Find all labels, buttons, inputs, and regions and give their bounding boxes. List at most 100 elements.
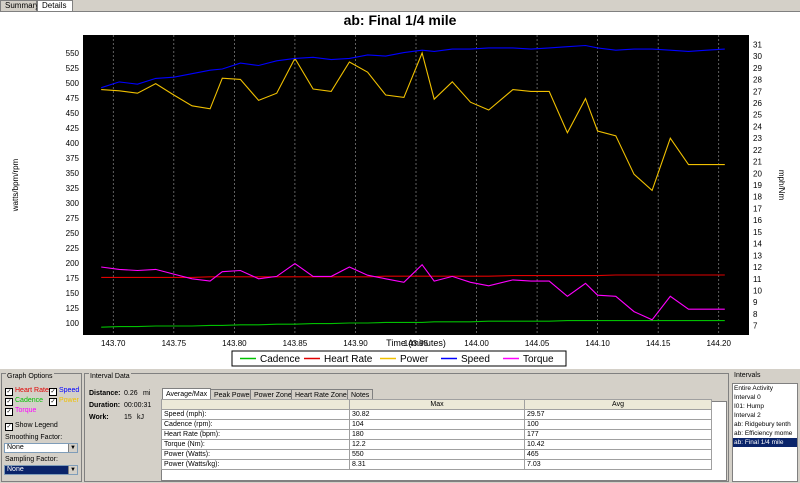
list-item[interactable]: ab: Efficiency mome [734,430,793,437]
bottom-panel: Graph Options ✓ Heart Rate ✓ Speed ✓ Cadenc… [0,369,800,483]
series-line-torque [101,262,725,321]
y-tick-label: 250 [66,229,80,238]
row-max: 30.82 [349,409,525,420]
checkbox-speed[interactable]: ✓ Speed [49,387,80,396]
y-tick-label: 125 [66,304,80,313]
work-value: 15 [124,414,132,421]
y-tick-label: 525 [66,64,80,73]
legend: Cadence Heart Rate Power Speed Torque [240,354,554,365]
legend-box [231,350,567,367]
x-tick-label: 144.10 [585,339,610,348]
chevron-down-icon: ▼ [68,444,77,452]
distance-value: 0.26 [124,390,138,397]
y2-tick-label: 12 [753,263,762,272]
work-label: Work: [89,414,109,421]
y-tick-label: 175 [66,274,80,283]
y2-tick-label: 25 [753,111,762,120]
row-label: Heart Rate (bpm): [161,429,350,440]
y-tick-label: 550 [66,49,80,58]
checkbox-cadence[interactable]: ✓ Cadence [5,397,44,406]
list-item[interactable]: Interval 2 [734,412,761,419]
column-header-max[interactable]: Max [349,399,525,410]
check-icon: ✓ [5,408,13,416]
check-icon: ✓ [49,398,57,406]
y-tick-label: 200 [66,259,80,268]
y-axis-label: watts/bpm/rpm [11,158,20,212]
checkbox-power[interactable]: ✓ Power [49,397,79,406]
y-tick-label: 275 [66,214,80,223]
tab-summary[interactable]: Summary [0,0,39,11]
y2-tick-label: 20 [753,169,762,178]
checkbox-torque[interactable]: ✓ Torque [5,407,37,416]
y2-tick-label: 26 [753,99,762,108]
list-item[interactable]: ab: Ridgebury tenth [734,421,791,428]
y2-tick-label: 21 [753,158,762,167]
graph-options-panel: Graph Options ✓ Heart Rate ✓ Speed ✓ Cadenc… [1,373,82,482]
row-avg: 7.03 [524,459,712,470]
x-tick-label: 143.70 [101,339,126,348]
y2-tick-label: 29 [753,64,762,73]
sampling-select[interactable]: None ▼ [4,465,78,475]
intervals-panel: Intervals [731,369,799,483]
list-item[interactable]: I01: Hump [734,403,764,410]
chart-title: ab: Final 1/4 mile [343,12,457,28]
row-max: 550 [349,449,525,460]
y2-tick-label: 27 [753,87,762,96]
y-tick-label: 375 [66,154,80,163]
legend-entry: Speed [461,354,490,365]
row-avg: 100 [524,419,712,430]
table-header-row: Max Avg [161,399,712,410]
y2-tick-label: 30 [753,52,762,61]
y2-tick-label: 16 [753,216,762,225]
check-icon: ✓ [5,388,13,396]
x-tick-label: 143.85 [283,339,308,348]
duration-label: Duration: [89,402,121,409]
grid-lines [112,35,720,335]
y-tick-label: 425 [66,124,80,133]
smoothing-select[interactable]: None ▼ [4,443,78,453]
top-tab-bar: Summary Details [0,0,800,11]
y-axis-right: 31 30 29 28 27 26 25 24 23 22 21 20 19 18 17 16 15 14 13 12… [753,40,762,330]
row-avg: 10.42 [524,439,712,450]
row-label: Speed (mph): [161,409,350,420]
table-row: Power (Watts/kg): 8.31 7.03 [161,459,712,470]
x-tick-label: 143.95 [404,339,429,348]
x-axis: 143.70 143.75 143.80 143.85 143.90 143.95 144.… [101,339,731,348]
interval-data-title: Interval Data [89,373,131,381]
row-label: Power (Watts): [161,449,350,460]
y2-tick-label: 13 [753,251,762,260]
chevron-down-icon: ▼ [68,466,77,474]
row-max: 104 [349,419,525,430]
list-item[interactable]: Entire Activity [734,385,774,392]
y-tick-label: 300 [66,199,80,208]
x-tick-label: 143.80 [222,339,247,348]
row-max: 8.31 [349,459,525,470]
y-tick-label: 450 [66,109,80,118]
sampling-label: Sampling Factor: [5,456,58,463]
column-header-avg[interactable]: Avg [524,399,712,410]
legend-entry: Heart Rate [324,354,373,365]
y-tick-label: 150 [66,289,80,298]
list-item-selected[interactable]: ab: Final 1/4 mile [733,438,797,447]
series-line-cadence [101,320,725,328]
tab-notes[interactable]: Notes [347,389,374,401]
y-tick-label: 500 [66,79,80,88]
series-line-speed [101,44,725,89]
distance-label: Distance: [89,390,121,397]
table-row: Speed (mph): 30.82 29.57 [161,409,712,420]
row-avg: 177 [524,429,712,440]
tab-details[interactable]: Details [37,0,73,11]
x-tick-label: 143.90 [343,339,368,348]
list-item[interactable]: Interval 0 [734,394,761,401]
y-axis-left: 550 525 500 475 450 425 400 375 350 325 300 275 250 2… [66,49,80,328]
checkbox-show-legend[interactable]: ✓ Show Legend [5,422,58,431]
y2-tick-label: 22 [753,146,762,155]
y-tick-label: 400 [66,139,80,148]
checkbox-heart-rate[interactable]: ✓ Heart Rate [5,387,49,396]
row-max: 180 [349,429,525,440]
y-tick-label: 225 [66,244,80,253]
row-label: Cadence (rpm): [161,419,350,430]
duration-value: 00:00:31 [124,402,152,409]
x-tick-label: 144.00 [464,339,489,348]
y-tick-label: 350 [66,169,80,178]
